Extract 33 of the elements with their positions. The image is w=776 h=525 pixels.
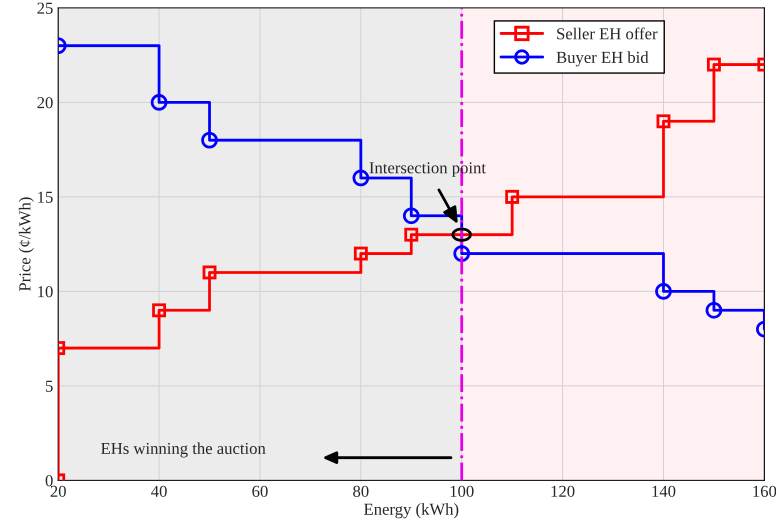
point [655,283,672,300]
x-tick-label: 60 [252,486,268,497]
x-tick-label: 140 [652,486,676,497]
point [453,245,470,262]
x-tick-label: 120 [552,486,574,497]
point [706,58,721,72]
point [505,190,520,204]
y-tick-label: 15 [38,192,53,203]
legend-label: Seller EH offer [557,28,658,40]
y-tick-label: 10 [38,286,53,298]
point [201,132,218,149]
x-tick-label: 160 [753,486,776,497]
point [354,246,368,261]
y-tick-label: 5 [46,380,53,392]
point [152,303,166,318]
point [706,302,722,319]
x-tick-label: 80 [353,486,369,497]
point [402,207,420,224]
y-tick-label: 25 [37,2,53,14]
point [202,266,216,280]
annotation: Intersection point [370,162,486,177]
legend-label: Buyer EH bid [556,51,648,66]
annotation: EHs winning the auction [101,442,266,458]
point [656,114,670,128]
y-tick-label: 20 [37,97,53,108]
point [150,94,168,111]
y-tick-label: 0 [46,475,53,486]
x-axis-title: Energy (kWh) [364,503,458,518]
point [352,170,370,186]
point [404,228,418,242]
x-tick-label: 100 [450,486,474,497]
y-axis-title: Price (¢/kWh) [18,197,34,292]
x-tick-label: 40 [151,486,167,497]
